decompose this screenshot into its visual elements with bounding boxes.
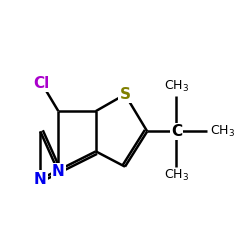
- Text: Cl: Cl: [34, 76, 50, 91]
- Text: S: S: [120, 87, 130, 102]
- Text: CH$_3$: CH$_3$: [164, 79, 189, 94]
- Text: N: N: [34, 172, 47, 187]
- Text: N: N: [52, 164, 65, 179]
- Text: CH$_3$: CH$_3$: [210, 124, 235, 139]
- Text: C: C: [171, 124, 182, 139]
- Text: CH$_3$: CH$_3$: [164, 168, 189, 183]
